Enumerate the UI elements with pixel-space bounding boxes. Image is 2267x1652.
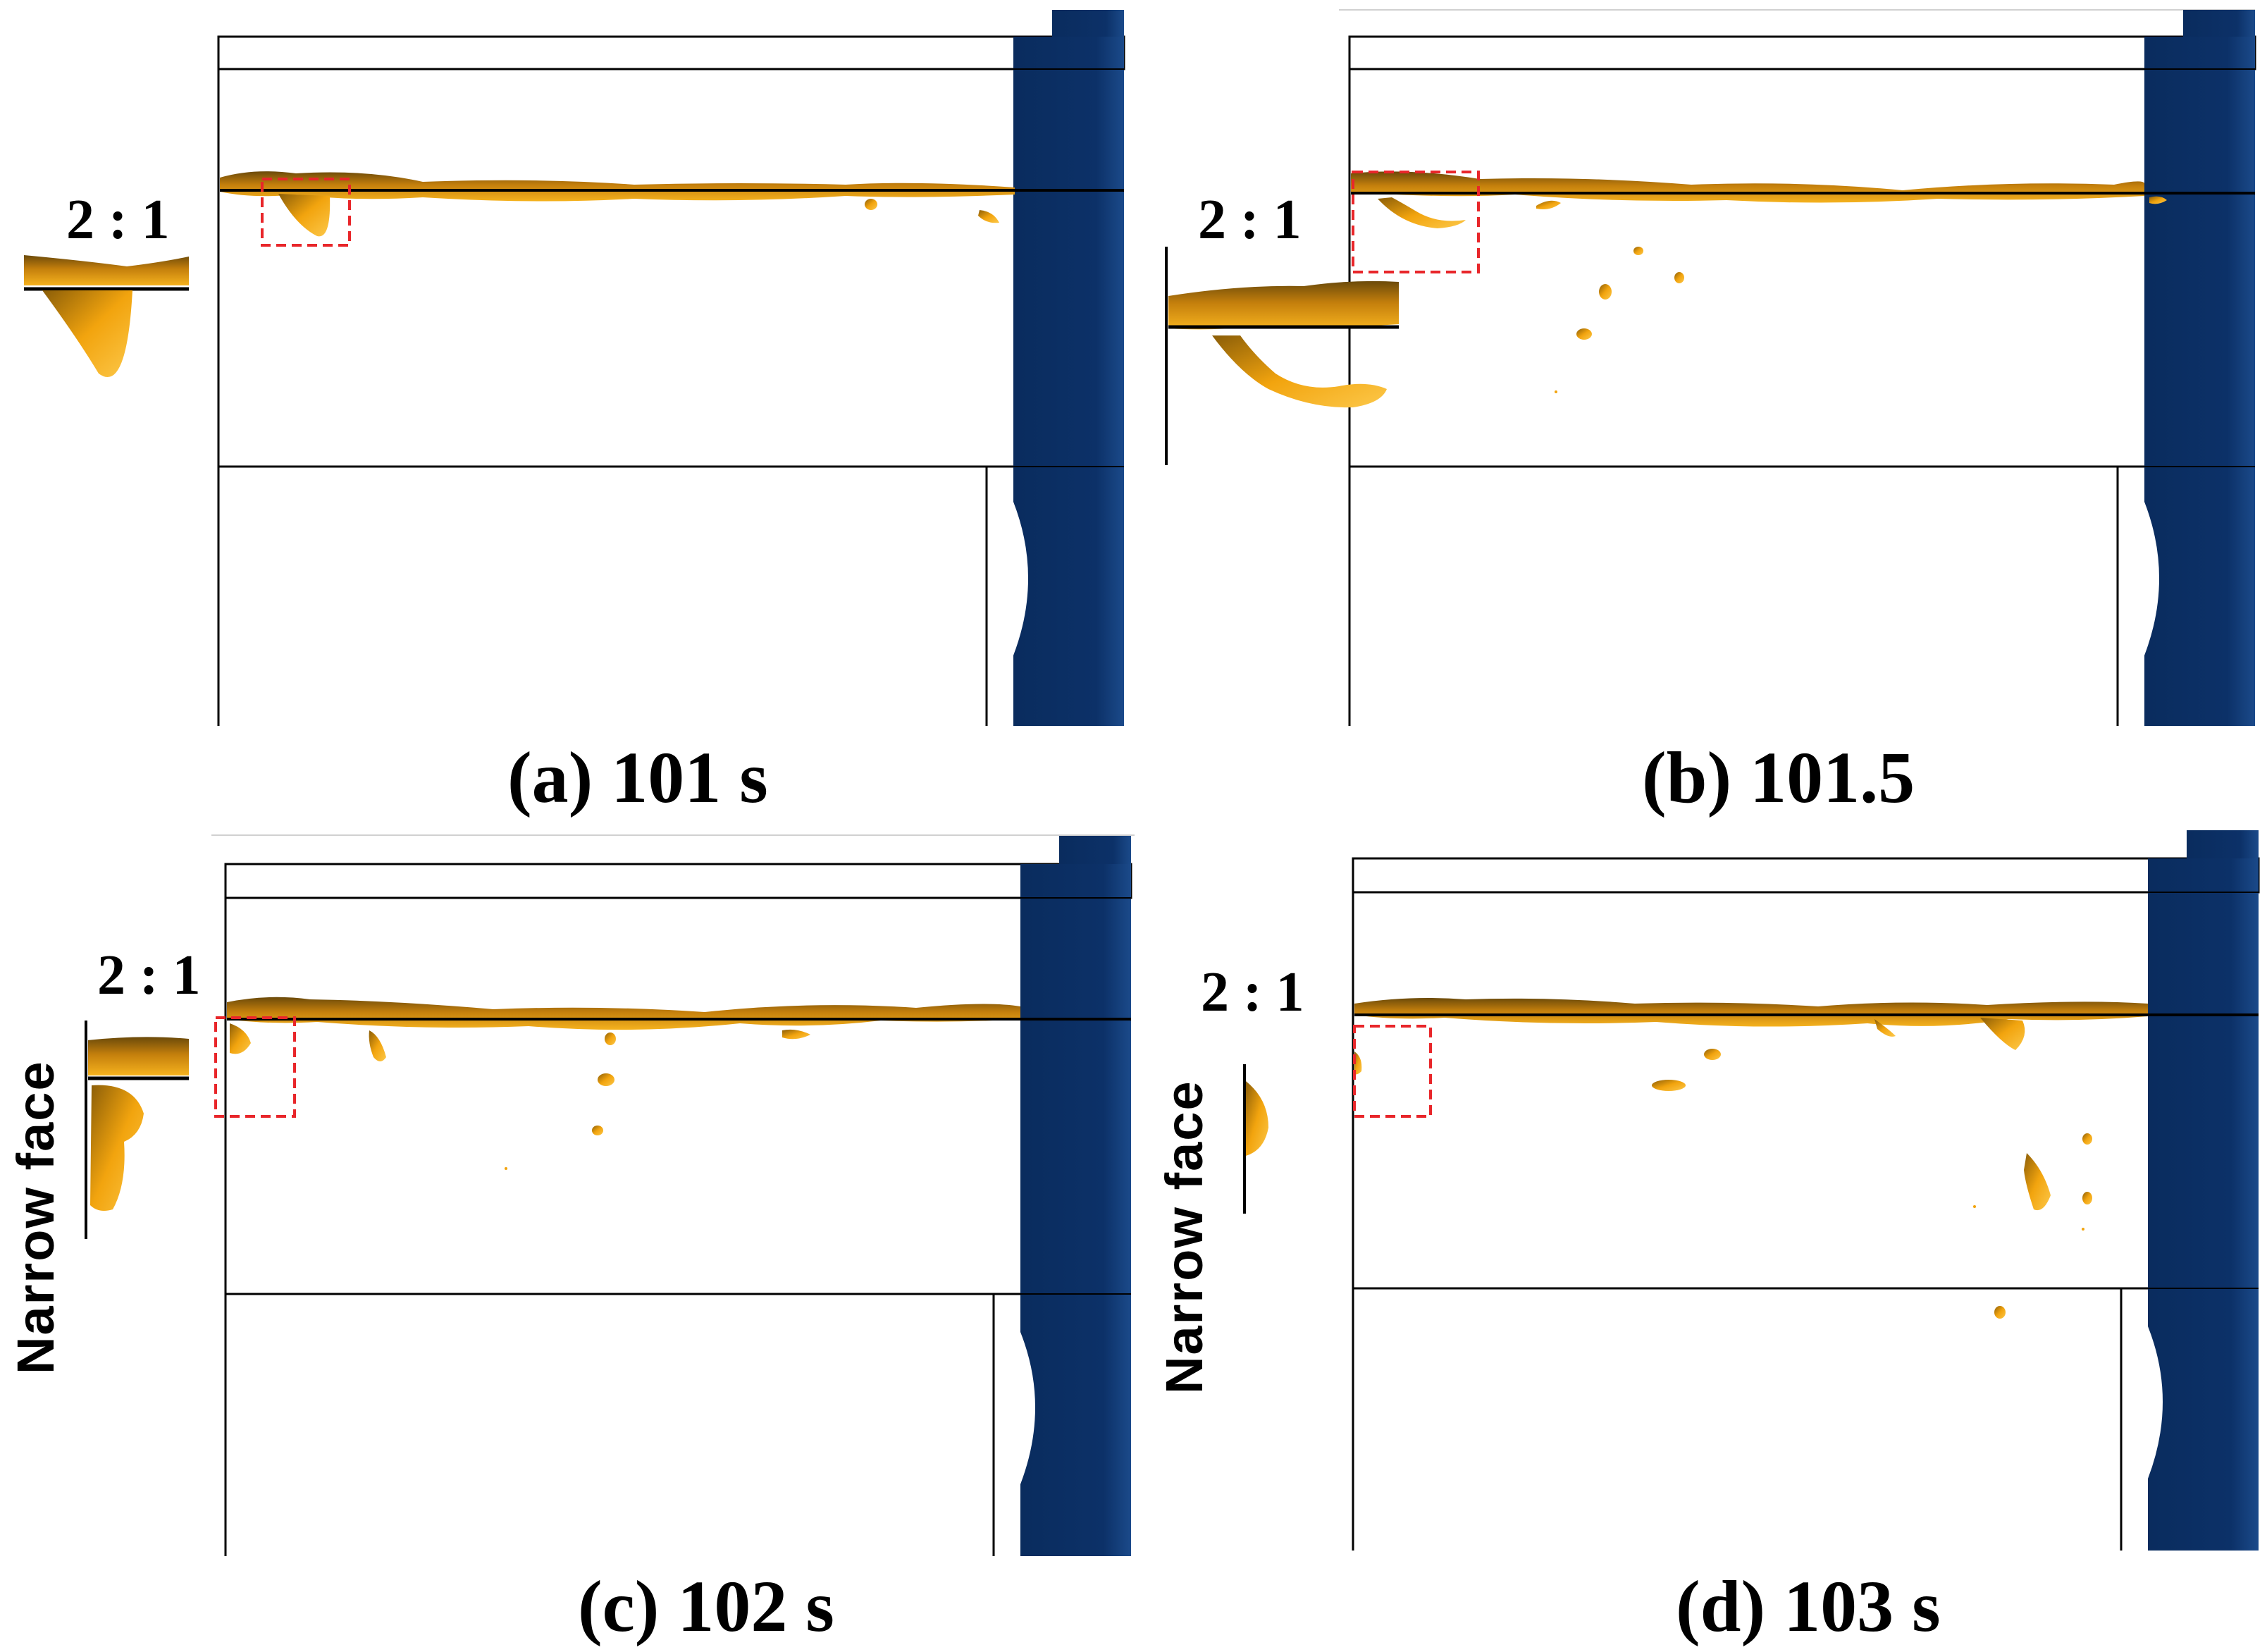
panel-c: 2 : 1 Narrow face (c) 102 s [6,834,1135,1647]
submerged-nozzle [2144,10,2255,726]
mold-frame [217,35,1125,726]
panel-caption: (d) 103 s [1676,1566,1941,1647]
zoom-inset [85,1021,189,1239]
submerged-nozzle [2148,830,2259,1551]
panel-d: 2 : 1 Narrow face (d) 103 s [1155,830,2260,1647]
slag-layer [220,171,1124,237]
mold-frame [1352,857,2260,1551]
zoom-inset [1243,1064,1268,1214]
slag-layer [1351,171,2255,393]
side-label: Narrow face [6,1060,65,1374]
zoom-ratio-label: 2 : 1 [66,189,170,251]
zoom-inset [1165,247,1399,465]
zoom-region-box [214,1016,296,1118]
zoom-ratio-label: 2 : 1 [1201,961,1304,1023]
mold-frame [1348,35,2256,726]
mold-frame [224,863,1132,1556]
zoom-ratio-label: 2 : 1 [1198,189,1302,251]
zoom-region-box [1353,1025,1432,1118]
panel-caption: (c) 102 s [578,1566,834,1647]
zoom-region-box [1352,171,1480,273]
submerged-nozzle [1020,836,1131,1556]
slag-layer [227,997,1131,1170]
zoom-ratio-label: 2 : 1 [97,944,201,1006]
panel-b: 2 : 1 (b) 101.5 [1165,9,2256,818]
submerged-nozzle [1013,10,1124,726]
side-label: Narrow face [1155,1080,1213,1394]
panel-a: 2 : 1 (a) 101 s [24,10,1125,818]
panel-caption: (b) 101.5 [1642,737,1915,818]
slag-layer [1354,998,2259,1319]
panel-caption: (a) 101 s [507,737,768,818]
zoom-inset [24,255,189,378]
